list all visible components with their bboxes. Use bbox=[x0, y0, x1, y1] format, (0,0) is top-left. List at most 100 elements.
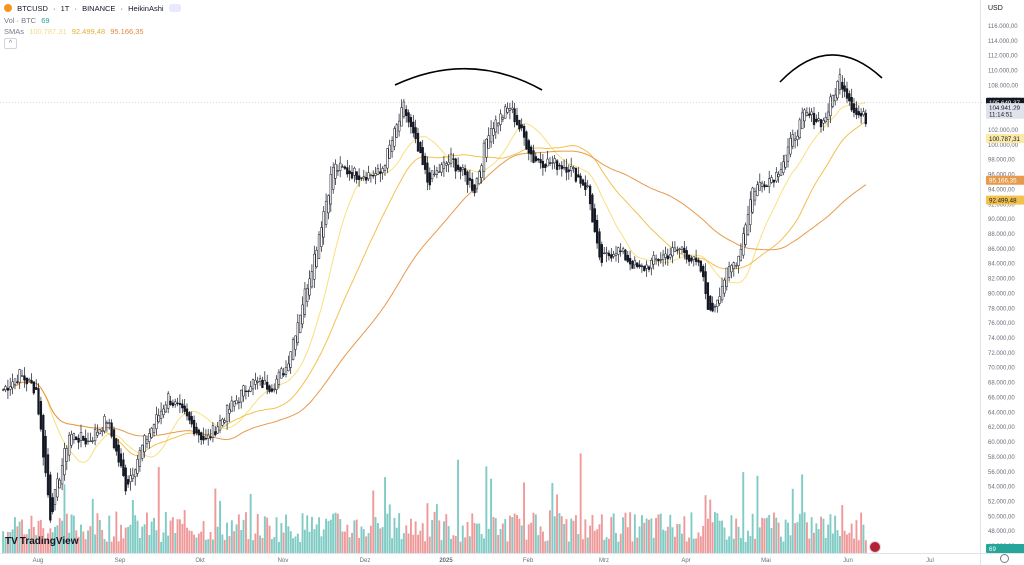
currency-label[interactable]: USD bbox=[988, 5, 1003, 12]
volume-bar bbox=[419, 530, 422, 553]
volume-bar bbox=[584, 519, 587, 553]
symbol-name[interactable]: BTCUSD bbox=[17, 4, 48, 13]
volume-bar bbox=[605, 537, 608, 553]
candle-body bbox=[859, 112, 863, 117]
volume-bar bbox=[695, 538, 698, 553]
candle-body bbox=[449, 153, 453, 164]
volume-bar bbox=[63, 484, 66, 553]
volume-bar bbox=[478, 523, 481, 553]
volume-bar bbox=[355, 519, 358, 553]
candle-body bbox=[621, 248, 625, 252]
candle-body bbox=[339, 162, 342, 171]
volume-bar bbox=[146, 512, 148, 553]
volume-bar bbox=[796, 522, 799, 553]
volume-bar bbox=[655, 517, 657, 553]
y-tick-label: 48.000,00 bbox=[988, 529, 1015, 535]
volume-bar bbox=[428, 536, 431, 553]
eye-icon[interactable] bbox=[168, 4, 181, 12]
volume-bar bbox=[487, 528, 490, 553]
volume-bar bbox=[773, 512, 775, 553]
volume-bar bbox=[329, 519, 332, 553]
candle-body bbox=[350, 172, 354, 179]
candle-body bbox=[303, 288, 307, 315]
candle-body bbox=[27, 379, 31, 382]
candle-body bbox=[560, 165, 563, 170]
candle-body bbox=[690, 257, 693, 262]
volume-bar bbox=[230, 520, 233, 553]
candle-body bbox=[390, 140, 394, 152]
volume-bar bbox=[228, 536, 231, 553]
price-tag bbox=[986, 175, 1024, 185]
volume-bar bbox=[834, 515, 837, 553]
volume-bar bbox=[188, 530, 191, 553]
y-tick-label: 52.000,00 bbox=[988, 499, 1015, 505]
chart-style[interactable]: HeikinAshi bbox=[128, 4, 164, 13]
candle-body bbox=[6, 387, 10, 391]
volume-bar bbox=[353, 520, 356, 553]
volume-bar bbox=[676, 523, 679, 553]
collapse-icon[interactable]: ^ bbox=[4, 38, 17, 49]
settings-icon[interactable] bbox=[1000, 554, 1009, 563]
candle-body bbox=[9, 386, 12, 390]
volume-bar bbox=[485, 466, 488, 553]
candle-body bbox=[108, 422, 111, 424]
candle-body bbox=[301, 304, 304, 325]
volume-bar bbox=[839, 536, 841, 553]
candle-body bbox=[768, 178, 771, 187]
volume-bar bbox=[817, 529, 820, 553]
candle-body bbox=[289, 351, 292, 368]
volume-bar bbox=[11, 529, 14, 553]
candle-body bbox=[822, 120, 825, 124]
volume-bar bbox=[534, 514, 537, 553]
volume-bar bbox=[212, 539, 214, 553]
candle-body bbox=[760, 182, 764, 187]
volume-bar bbox=[648, 519, 650, 553]
flag-icon[interactable] bbox=[869, 541, 881, 553]
volume-bar bbox=[372, 490, 375, 553]
volume-bar bbox=[857, 540, 860, 553]
candle-body bbox=[447, 161, 450, 165]
volume-bar bbox=[652, 537, 655, 553]
sma-label[interactable]: SMAs bbox=[4, 27, 25, 36]
candle-body bbox=[746, 214, 750, 235]
candle-body bbox=[659, 259, 662, 261]
candle-body bbox=[744, 224, 747, 245]
candle-body bbox=[805, 111, 809, 116]
y-tick-label: 50.000,00 bbox=[988, 514, 1015, 520]
volume-bar bbox=[365, 536, 368, 553]
volume-label[interactable]: Vol · BTC bbox=[4, 16, 37, 25]
candle-body bbox=[614, 252, 618, 256]
volume-bar bbox=[167, 535, 170, 553]
interval[interactable]: 1T bbox=[60, 4, 70, 13]
volume-bar bbox=[70, 514, 73, 553]
candle-body bbox=[628, 258, 632, 265]
candle-body bbox=[162, 408, 165, 416]
candle-body bbox=[727, 266, 731, 278]
volume-bar bbox=[860, 512, 863, 553]
volume-bar bbox=[91, 498, 94, 553]
y-tick-label: 116.000,00 bbox=[988, 24, 1018, 30]
volume-bar bbox=[622, 517, 624, 553]
volume-bar bbox=[499, 529, 502, 553]
volume-bar bbox=[18, 521, 21, 553]
y-tick-label: 62.000,00 bbox=[988, 425, 1015, 431]
y-tick-label: 108.000,00 bbox=[988, 83, 1019, 89]
x-tick-label: Mrz bbox=[599, 558, 609, 564]
legend-symbol-row: BTCUSD · 1T · BINANCE · HeikinAshi bbox=[4, 4, 184, 13]
candle-body bbox=[35, 387, 38, 390]
volume-bar bbox=[101, 529, 104, 553]
candle-body bbox=[737, 256, 740, 266]
candle-body bbox=[70, 434, 73, 446]
candle-body bbox=[216, 426, 219, 434]
candle-body bbox=[456, 164, 460, 171]
candle-body bbox=[435, 170, 439, 175]
volume-bar bbox=[742, 472, 745, 553]
volume-bar bbox=[270, 539, 273, 553]
volume-bar bbox=[391, 538, 393, 553]
candle-body bbox=[631, 260, 634, 269]
candle-body bbox=[586, 185, 589, 187]
candle-body bbox=[555, 160, 559, 170]
volume-bar bbox=[770, 528, 773, 553]
candle-body bbox=[223, 420, 226, 423]
